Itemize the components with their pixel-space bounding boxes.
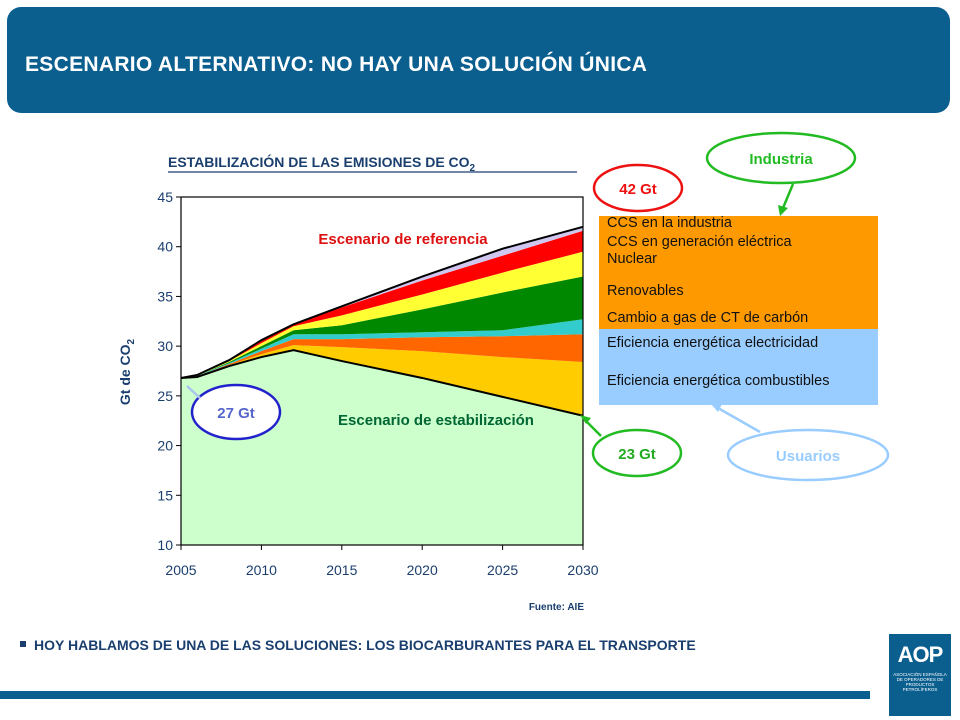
reference-line (180, 225, 584, 379)
legend-item-coal-to-gas: Cambio a gas de CT de carbón (607, 310, 809, 326)
industry-label: Industria (749, 151, 813, 168)
y-tick-label-0: 10 (157, 537, 173, 553)
x-tick-label-1: 2010 (246, 562, 277, 578)
reference-end-value: 42 Gt (619, 181, 657, 198)
legend-item-nuclear: Nuclear (607, 251, 657, 267)
users-label: Usuarios (776, 448, 840, 465)
stabilization-line (180, 349, 584, 417)
start-value-callout (190, 383, 282, 441)
plot-area (180, 225, 584, 545)
legend-item-ccs-industry: CCS en la industria (607, 215, 732, 231)
stabilization-callout-arrowhead (580, 415, 591, 424)
stabilization-scenario-label: Escenario de estabilización (338, 412, 534, 429)
footer-bar (0, 691, 870, 699)
start-value: 27 Gt (217, 405, 255, 422)
logo-main-text: AOP (897, 642, 944, 667)
y-tick-label-3: 25 (157, 388, 173, 404)
plot-frame (180, 196, 584, 546)
page-title: ESCENARIO ALTERNATIVO: NO HAY UNA SOLUCI… (25, 53, 648, 76)
bullet-label: HOY HABLAMOS DE UNA DE LAS SOLUCIONES: L… (34, 637, 696, 653)
stabilization-end-callout (591, 428, 683, 478)
legend-industry-box (599, 216, 878, 329)
x-tick-label-5: 2030 (567, 562, 598, 578)
legend-item-efficiency-fuels: Eficiencia energética combustibles (607, 373, 830, 389)
legend-users-box (599, 329, 878, 405)
y-tick-label-1: 15 (157, 487, 173, 503)
band-5 (181, 230, 583, 378)
x-tick-label-0: 2005 (165, 562, 196, 578)
chart-title: ESTABILIZACIÓN DE LAS EMISIONES DE CO2 (168, 153, 476, 174)
stabilization-end-value: 23 Gt (618, 446, 656, 463)
y-tick-label-2: 20 (157, 438, 173, 454)
logo-small-text: ASOCIACIÓN ESPAÑOLA DE OPERADORES DE PRO… (893, 672, 947, 692)
users-arrow (717, 406, 761, 434)
band-1 (181, 334, 583, 378)
bullet-marker (20, 641, 26, 648)
y-axis-label: Gt de CO2 (117, 338, 137, 405)
stabilization-callout-arrow (584, 419, 602, 437)
y-tick-label-5: 35 (157, 288, 173, 304)
band-0 (181, 345, 583, 416)
y-tick-label-7: 45 (157, 189, 173, 205)
band-6 (181, 226, 583, 378)
header-bar: ESCENARIO ALTERNATIVO: NO HAY UNA SOLUCI… (7, 7, 950, 113)
x-tick-label-3: 2020 (407, 562, 438, 578)
stabilization-area (181, 350, 583, 545)
aop-logo: AOP ASOCIACIÓN ESPAÑOLA DE OPERADORES DE… (889, 634, 951, 716)
industry-arrow (781, 183, 795, 209)
x-tick-label-2: 2015 (326, 562, 357, 578)
legend-item-renewables: Renovables (607, 283, 684, 299)
industry-arrowhead (778, 205, 788, 216)
band-3 (181, 276, 583, 378)
band-2 (181, 319, 583, 378)
reference-end-callout (592, 163, 684, 213)
reference-scenario-label: Escenario de referencia (318, 231, 488, 248)
x-tick-label-4: 2025 (487, 562, 518, 578)
source-note: Fuente: AIE (529, 602, 585, 613)
legend-item-efficiency-electricity: Eficiencia energética electricidad (607, 335, 819, 351)
y-tick-label-6: 40 (157, 239, 173, 255)
bullet-text: HOY HABLAMOS DE UNA DE LAS SOLUCIONES: L… (20, 637, 696, 653)
legend-item-ccs-power: CCS en generación eléctrica (607, 234, 792, 250)
users-oval (726, 428, 890, 482)
start-callout-arrow (186, 385, 201, 399)
band-4 (181, 251, 583, 378)
users-arrowhead (711, 404, 722, 412)
y-tick-label-4: 30 (157, 338, 173, 354)
industry-oval (705, 131, 857, 185)
